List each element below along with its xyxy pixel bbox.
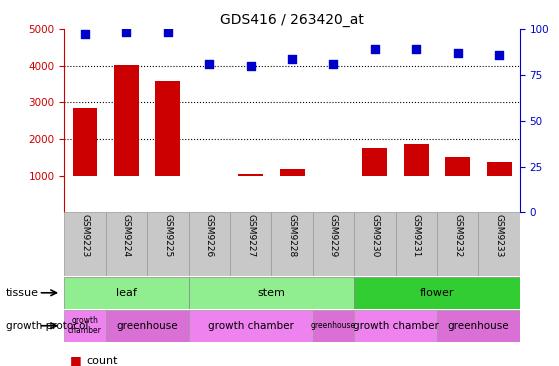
Bar bbox=[280, 169, 305, 176]
Text: stem: stem bbox=[258, 288, 285, 298]
Text: GSM9224: GSM9224 bbox=[122, 214, 131, 257]
Bar bbox=[479, 212, 520, 276]
Bar bbox=[354, 212, 396, 276]
Text: GSM9225: GSM9225 bbox=[163, 214, 172, 257]
Text: growth protocol: growth protocol bbox=[6, 321, 88, 331]
Bar bbox=[313, 310, 354, 341]
Bar bbox=[238, 174, 263, 176]
Text: GSM9231: GSM9231 bbox=[412, 214, 421, 258]
Bar bbox=[230, 212, 271, 276]
Bar bbox=[354, 310, 437, 341]
Point bbox=[371, 46, 380, 52]
Bar bbox=[64, 310, 106, 341]
Point bbox=[205, 61, 214, 67]
Text: tissue: tissue bbox=[6, 288, 39, 298]
Point bbox=[453, 50, 462, 56]
Bar bbox=[354, 277, 520, 309]
Bar bbox=[404, 144, 429, 176]
Text: GSM9228: GSM9228 bbox=[287, 214, 297, 257]
Text: growth chamber: growth chamber bbox=[353, 321, 439, 331]
Text: GSM9230: GSM9230 bbox=[371, 214, 380, 258]
Text: leaf: leaf bbox=[116, 288, 137, 298]
Text: greenhouse: greenhouse bbox=[116, 321, 178, 331]
Text: GSM9229: GSM9229 bbox=[329, 214, 338, 257]
Bar bbox=[106, 212, 147, 276]
Bar bbox=[313, 212, 354, 276]
Point bbox=[495, 52, 504, 58]
Point bbox=[329, 61, 338, 67]
Point bbox=[412, 46, 421, 52]
Text: greenhouse: greenhouse bbox=[448, 321, 509, 331]
Text: GSM9226: GSM9226 bbox=[205, 214, 214, 257]
Bar bbox=[446, 157, 470, 176]
Bar bbox=[437, 212, 479, 276]
Bar bbox=[147, 212, 188, 276]
Bar bbox=[64, 212, 106, 276]
Text: ■: ■ bbox=[70, 354, 82, 366]
Title: GDS416 / 263420_at: GDS416 / 263420_at bbox=[220, 13, 364, 27]
Text: GSM9233: GSM9233 bbox=[495, 214, 504, 258]
Bar bbox=[188, 277, 354, 309]
Bar bbox=[155, 81, 180, 176]
Bar bbox=[437, 310, 520, 341]
Bar bbox=[106, 310, 188, 341]
Bar bbox=[188, 310, 313, 341]
Text: count: count bbox=[87, 355, 118, 366]
Text: flower: flower bbox=[420, 288, 454, 298]
Point bbox=[163, 29, 172, 35]
Bar bbox=[73, 108, 97, 176]
Bar bbox=[362, 148, 387, 176]
Point bbox=[122, 29, 131, 35]
Text: GSM9232: GSM9232 bbox=[453, 214, 462, 257]
Bar bbox=[396, 212, 437, 276]
Text: GSM9227: GSM9227 bbox=[246, 214, 255, 257]
Point bbox=[246, 63, 255, 69]
Bar bbox=[64, 277, 188, 309]
Bar bbox=[487, 162, 511, 176]
Text: GSM9223: GSM9223 bbox=[80, 214, 89, 257]
Point bbox=[80, 31, 89, 37]
Text: growth chamber: growth chamber bbox=[208, 321, 293, 331]
Point bbox=[288, 56, 297, 61]
Bar bbox=[188, 212, 230, 276]
Bar bbox=[271, 212, 313, 276]
Bar bbox=[114, 65, 139, 176]
Text: growth
chamber: growth chamber bbox=[68, 316, 102, 336]
Text: greenhouse: greenhouse bbox=[311, 321, 356, 330]
